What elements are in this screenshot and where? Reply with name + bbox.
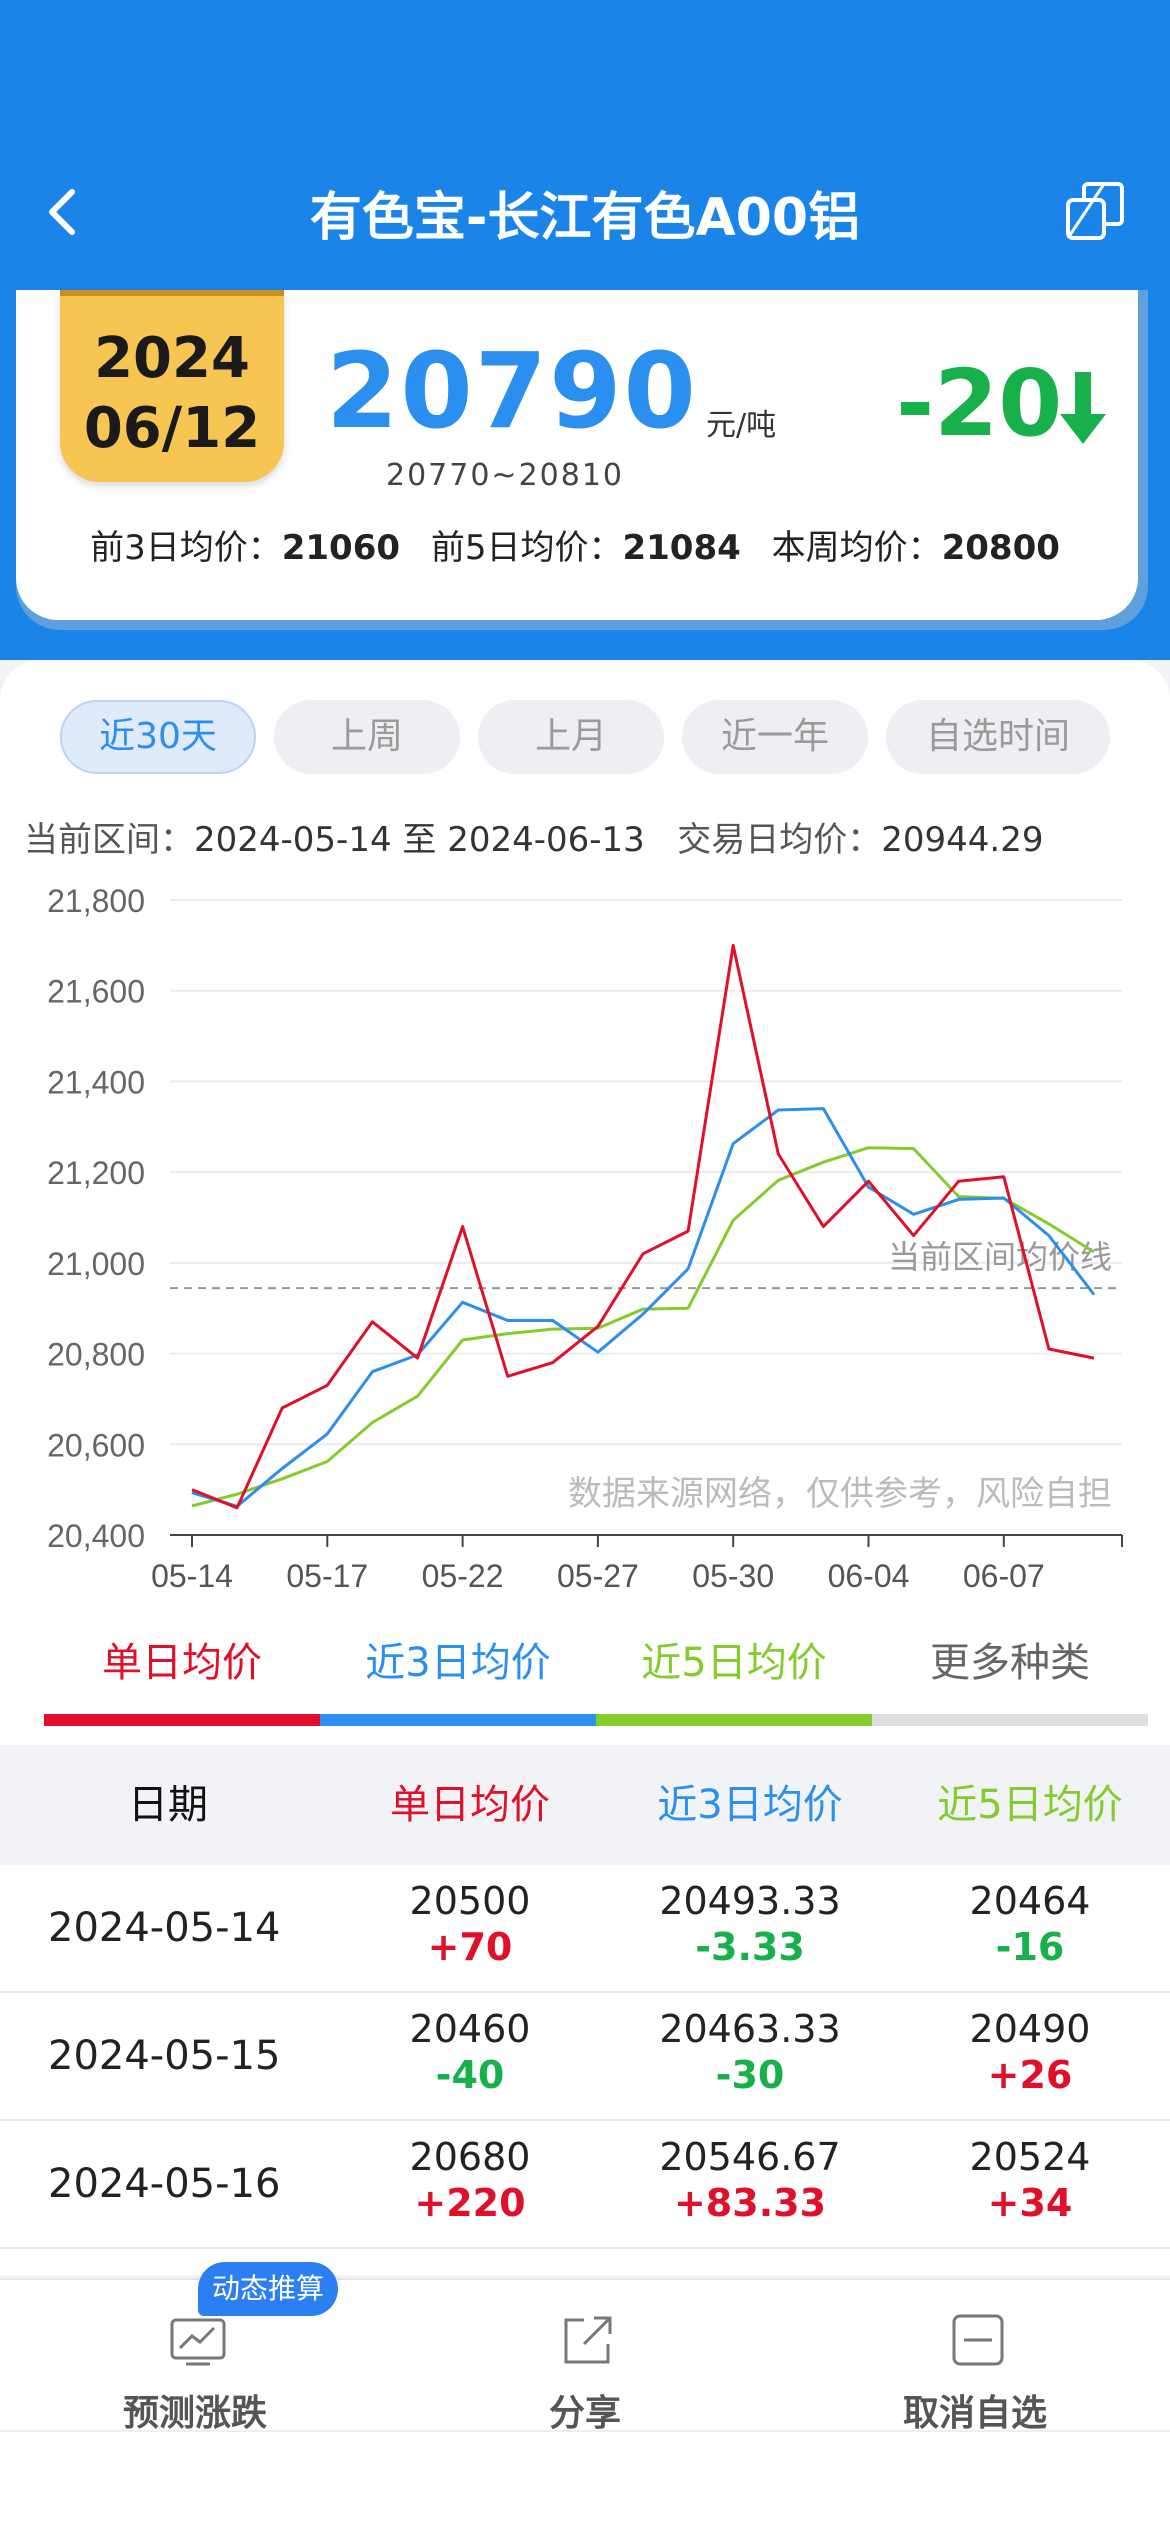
legend-bar-3day [320,1714,596,1726]
chart-trend-icon [170,2318,226,2366]
x-tick-label: 05-14 [151,1558,233,1594]
x-tick-label: 06-04 [828,1558,910,1594]
avg-5day: 前5日均价：21084 [430,528,741,568]
legend-5day-avg[interactable]: 近5日均价 [641,1640,827,1686]
series-day-avg-line [191,943,1095,1510]
range-label: 当前区间： [24,820,194,860]
y-tick-label: 21,400 [47,1064,145,1100]
y-tick-label: 21,600 [47,974,145,1010]
predict-label: 预测涨跌 [122,2393,267,2434]
row-date: 2024-05-14 [48,1905,281,1951]
x-tick-label: 05-22 [422,1558,504,1594]
bottom-action-bar: 预测涨跌 分享 取消自选 [0,2278,1170,2532]
period-tabs: 近30天 上周 上月 近一年 自选时间 [60,700,1120,778]
date-year: 2024 [94,326,250,391]
chart-legend: 单日均价 近3日均价 近5日均价 更多种类 [44,1630,1148,1730]
tab-last-month[interactable]: 上月 [478,700,664,774]
screenshot-share-icon[interactable] [1062,178,1128,244]
avg-week: 本周均价：20800 [771,528,1060,568]
cell-3day-avg: 20463.33 -30 [659,2007,841,2097]
cell-5day-avg: 20524 +34 [969,2135,1091,2225]
row-date: 2024-05-16 [48,2161,281,2207]
cell-3day-avg: 20546.67 +83.33 [659,2135,841,2225]
share-button[interactable]: 分享 [390,2280,780,2434]
price-unit: 元/吨 [706,408,777,443]
legend-bar-day [44,1714,320,1726]
table-row[interactable]: 2024-05-15 20460 -40 20463.33 -30 20490 +26 [0,1993,1170,2121]
range-end: 2024-06-13 [447,820,645,860]
series-3day-avg-line [191,1107,1096,1508]
trading-avg-value: 20944.29 [881,820,1044,860]
table-row[interactable]: 2024-05-16 20680 +220 20546.67 +83.33 20524 +3… [0,2121,1170,2249]
remove-favorite-label: 取消自选 [902,2393,1047,2434]
legend-more-types[interactable]: 更多种类 [930,1640,1090,1686]
avg-3day: 前3日均价：21060 [90,528,401,568]
price-line-chart: 20,400 20,600 20,800 21,000 21,200 21,400 21,6… [47,883,1123,1594]
range-separator: 至 [402,820,437,860]
tab-custom-range[interactable]: 自选时间 [886,700,1110,774]
cell-day-avg: 20680 +220 [409,2135,531,2225]
share-icon [564,2316,612,2364]
price-table: 2024-05-14 20500 +70 20493.33 -3.33 20464 -16 2… [0,1865,1170,2275]
tab-last-week[interactable]: 上周 [274,700,460,774]
header-5day-avg: 近5日均价 [937,1782,1123,1828]
table-row[interactable]: 2024-05-14 20500 +70 20493.33 -3.33 20464 -16 [0,1865,1170,1993]
footer-divider [0,2430,1170,2432]
tab-last-year[interactable]: 近一年 [682,700,868,774]
x-tick-label: 05-27 [557,1558,639,1594]
header-3day-avg: 近3日均价 [657,1782,843,1828]
chart-watermark: 数据来源网络，仅供参考，风险自担 [568,1474,1112,1514]
y-tick-label: 20,400 [47,1518,145,1554]
range-info: 当前区间：2024-05-14 至 2024-06-13 交易日均价：20944… [24,812,1154,861]
current-price: 20790 [326,330,698,452]
remove-favorite-icon [952,2314,1004,2366]
y-tick-label: 21,800 [47,883,145,919]
header-day-avg: 单日均价 [390,1782,550,1828]
price-range: 20770~20810 [386,458,625,493]
chart-panel [0,660,1170,1750]
range-start: 2024-05-14 [194,820,392,860]
x-tick-label: 06-07 [963,1558,1045,1594]
cell-3day-avg: 20493.33 -3.33 [659,1879,841,1969]
date-month-day: 06/12 [83,396,261,461]
remove-favorite-button[interactable]: 取消自选 [780,2280,1170,2434]
y-tick-label: 20,800 [47,1337,145,1373]
dynamic-estimate-badge: 动态推算 [198,2262,338,2316]
x-tick-label: 05-30 [692,1558,774,1594]
row-date: 2024-05-15 [48,2033,281,2079]
legend-bar-5day [596,1714,872,1726]
cell-5day-avg: 20464 -16 [969,1879,1091,1969]
price-change: -20 [896,350,1063,457]
y-tick-label: 21,000 [47,1246,145,1282]
predict-button[interactable]: 预测涨跌 [0,2280,390,2434]
tab-30-days[interactable]: 近30天 [60,700,256,774]
y-tick-label: 20,600 [47,1427,145,1463]
trading-avg-label: 交易日均价： [677,820,882,860]
table-header: 日期 单日均价 近3日均价 近5日均价 [0,1745,1170,1865]
cell-day-avg: 20500 +70 [409,1879,531,1969]
y-tick-label: 21,200 [47,1155,145,1191]
header-date: 日期 [128,1782,208,1828]
share-label: 分享 [548,2393,621,2434]
date-badge: 2024 06/12 [60,290,284,482]
legend-day-avg[interactable]: 单日均价 [102,1640,262,1686]
down-arrow-icon [1060,372,1106,444]
legend-3day-avg[interactable]: 近3日均价 [365,1640,551,1686]
average-prices-row: 前3日均价：21060 前5日均价：21084 本周均价：20800 [0,520,1150,569]
legend-bar-more [872,1714,1148,1726]
x-tick-label: 05-17 [286,1558,368,1594]
cell-5day-avg: 20490 +26 [969,2007,1091,2097]
series-5day-avg-line [191,1146,1095,1508]
page-title: 有色宝-长江有色A00铝 [309,188,861,248]
back-arrow-icon[interactable] [38,182,88,242]
cell-day-avg: 20460 -40 [409,2007,531,2097]
